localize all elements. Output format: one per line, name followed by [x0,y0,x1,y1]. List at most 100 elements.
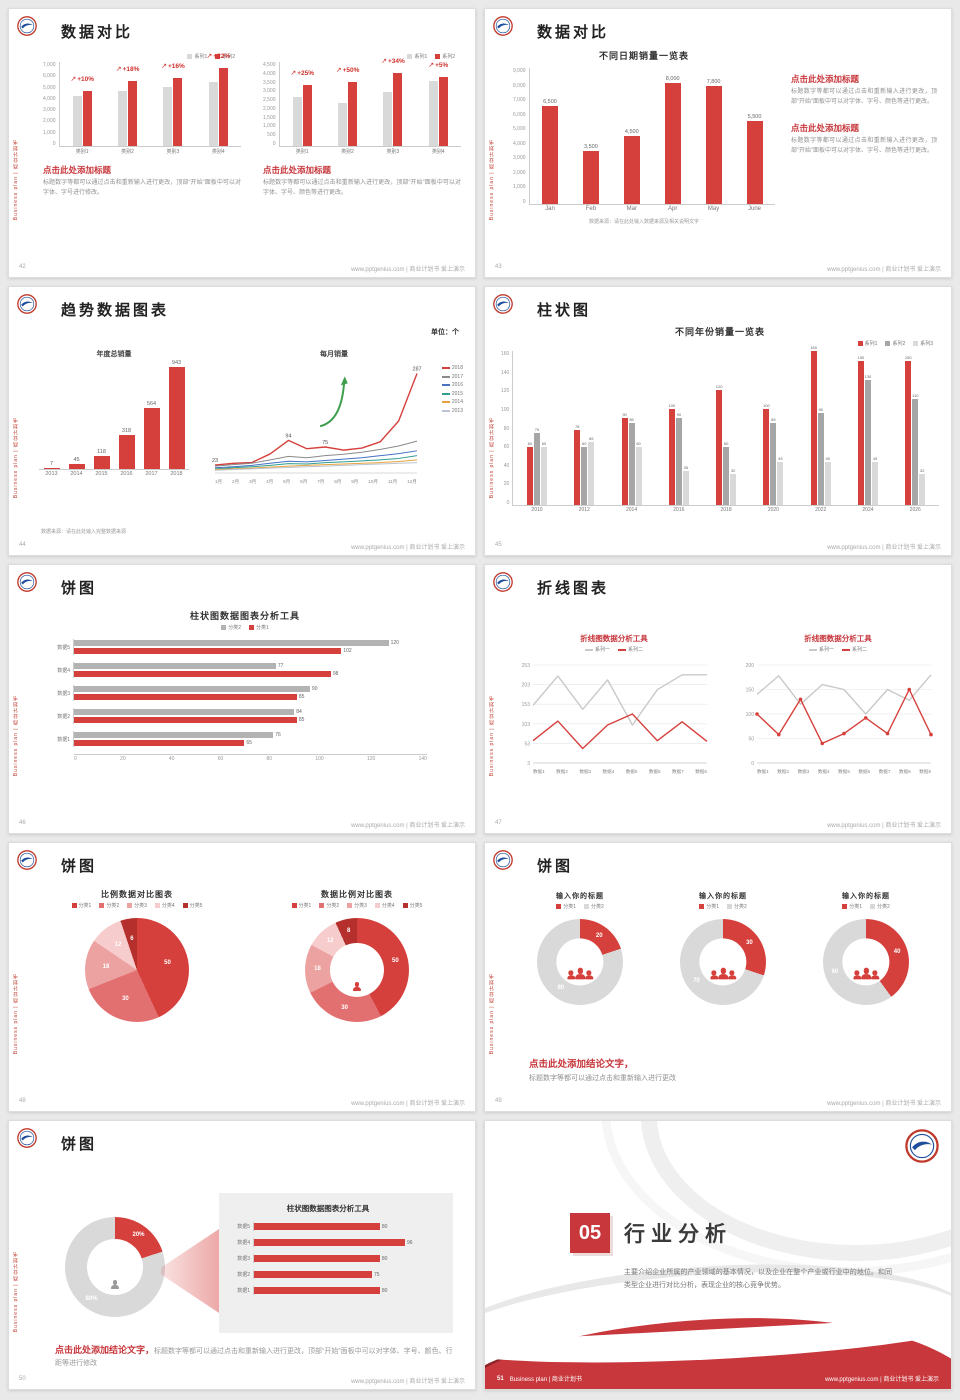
cb-g: ↗ +25% 类别1 [290,62,314,155]
conclusion-body: 标题数字等都可以通过点击和重新输入进行更改，顶部“开始”面板中可以对字体、字号、… [55,1348,453,1367]
hb-bar: 77 [74,663,283,669]
chart-title: 不同日期销量一览表 [598,51,689,61]
cb-val: 45 [825,455,830,461]
hb-bar: 98 [74,671,338,677]
slide-footer: 45 www.pptgenius.com | 商业计划书 爱上演示 [485,542,951,551]
cb-badge-txt: +50% [342,66,360,74]
pp-h [720,967,726,974]
hb-row: 数据5 80 [229,1222,427,1231]
lg-lb: 分类5 [409,903,423,909]
cb-yt: 3,000 [263,88,276,95]
footer-brand-text: Business plan | 商业计划书 [509,1377,582,1383]
cb-val: 32 [920,468,925,474]
lg-item: 系列1 [407,53,427,60]
side-watermark-text: Business plan | 商业计划书 [489,139,495,221]
cb: 9,000 8,000 7,000 6,000 5,000 4,000 3,000 2,000… [513,68,775,214]
cb-yt: 3,000 [513,155,526,162]
page-number: 49 [495,1098,502,1104]
ln-sw [441,384,450,386]
cb-yt: 1,000 [43,129,56,136]
cb-val: 120 [715,383,723,389]
lg-lb: 系列2 [222,54,235,60]
cb-x: May [707,206,720,212]
text-block: 点击此处添加标题 标题数字等都可以通过点击和重新输入进行更改，顶部“开始”面板中… [791,122,937,157]
pie-lb: 80 [557,985,565,992]
cb-val: 60 [723,441,729,447]
slide-footer: 51 Business plan | 商业计划书 www.pptgenius.c… [497,1374,939,1384]
conclusion-block: 点击此处添加结论文字， 标题数字等都可以通过点击和重新输入进行更改 [529,1048,927,1085]
page-number: 45 [495,542,502,548]
cb-x: 类别1 [295,149,309,155]
cb-val: 4,500 [624,129,639,135]
cb-x: 2016 [673,507,685,513]
cb: 4,500 4,000 3,500 3,000 2,500 2,000 1,500 1,000… [263,58,461,156]
lg-sw [885,341,891,346]
emblem-logo-icon [17,294,37,314]
charts-area: 输入你的标题 分类1 分类2 20 80 输入你的标题 分类1 分类2 30 70 输入… [515,891,931,1005]
section-title: 行业分析 [624,1223,732,1246]
pie-chart: 50 30 18 12 6 [85,918,189,1022]
cb-x: 2017 [145,471,158,477]
lg-sw [71,903,77,908]
slide-47: 折线图表 Business plan | 商业计划书 折线图数据分析工具 系列一… [484,564,952,834]
cb-val: 5,500 [747,113,762,120]
lg-lb: 系列1 [864,341,878,347]
cb-g: 318 2016 [118,361,135,477]
cb-bar: 65 [588,436,595,505]
cb-yt: 120 [501,388,510,395]
cb-val: 118 [97,449,106,456]
chart-block: 不同年份销量一览表 系列1 系列2 系列3 160 140 120 100 80 60 40 20… [501,325,939,515]
lg-lb: 分类1 [78,903,92,909]
footer-site-text: www.pptgenius.com | 商业计划书 爱上演示 [351,267,465,273]
slide-footer: 48 www.pptgenius.com | 商业计划书 爱上演示 [9,1098,475,1107]
ln-xl: 数据6 [648,769,661,774]
cb-x: 2014 [625,507,638,513]
slide-footer: 50 www.pptgenius.com | 商业计划书 爱上演示 [9,1376,475,1385]
cb-badge-txt: +34% [387,58,405,66]
cb-yt: 7,000 [513,97,526,104]
lg-item: 分类2 [727,903,747,910]
pp-b [352,987,361,992]
cb-bar: 130 [865,374,871,505]
donut-chart-block: 数据比例对比图表 分类1 分类2 分类3 分类4 分类5 50 30 18 12 8 [272,889,442,1022]
cb-x: 2012 [578,507,590,513]
hb-row: 数据2 75 [229,1270,427,1279]
bar-panel: 柱状图数据图表分析工具 数据5 80 数据4 96 数据3 80 数据2 75 数据1 80 [219,1193,453,1333]
slide-footer: 44 www.pptgenius.com | 商业计划书 爱上演示 [9,542,475,551]
page-number: 47 [495,820,502,826]
svg-text:50: 50 [748,737,754,743]
cb-badge-txt: +10% [77,75,95,83]
hb-cat: 数据5 [57,644,70,651]
slide-title: 柱状图 [537,302,592,319]
cb-yt: 6,000 [43,73,56,80]
cb-badge-arrow: ↗ [115,66,122,74]
donut-chart: 40 60 [823,919,909,1005]
hb-xt: 60 [217,756,224,762]
cb-yt: 3,500 [263,79,276,86]
cb-yt: 5,000 [513,126,526,133]
pp [870,970,879,980]
cb: 7 2013 45 2014 118 2015 318 2016 564 2017 943 2018 [39,360,189,479]
page-number: 46 [19,820,26,826]
cb-val: 78 [575,423,580,429]
page-number: 43 [495,264,502,270]
pie-lb: 50 [392,957,399,964]
hb-bar: 84 [74,709,302,715]
ln-xl: 数据3 [797,769,810,774]
hb-rows: 数据5 80 数据4 96 数据3 80 数据2 75 数据1 80 [229,1222,427,1295]
line-chart: 23 94 75 287 1月 2月 3月 4月 5月 6月 7月 8月 9月 10月 11月 12月 2018… [205,361,463,485]
pp [852,970,861,980]
lg-item: 系列二 [842,646,867,653]
slide-title: 数据对比 [61,24,134,41]
cb-bar: 35 [682,465,689,505]
cb-yt: 80 [503,425,510,432]
lg-sw [727,904,732,909]
lg-lb: 系列1 [194,54,208,60]
pp [111,1280,119,1289]
pie-hole [87,1239,143,1295]
ln-xl: 5月 [283,479,291,484]
cb-val: 150 [857,354,865,360]
slide-48: 饼图 Business plan | 商业计划书 比例数据对比图表 分类1 分类2… [8,842,476,1112]
cb-bar [338,103,348,146]
hb-cat: 数据5 [237,1224,250,1230]
